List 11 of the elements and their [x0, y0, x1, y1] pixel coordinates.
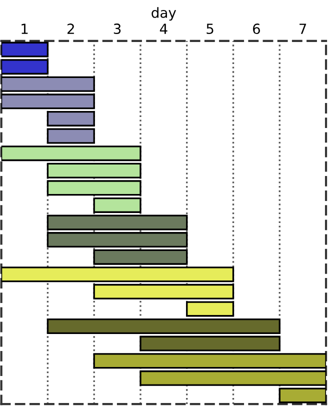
x-tick-label: 2: [68, 24, 74, 34]
bar: [46, 232, 188, 248]
x-tick-label: 6: [253, 24, 260, 34]
bar: [46, 318, 280, 334]
x-tick-label: 1: [22, 24, 28, 34]
x-axis-title: day: [152, 7, 176, 21]
x-tick-label: 7: [300, 24, 306, 34]
x-tick-label: 5: [206, 24, 214, 34]
x-tick-label: 4: [160, 24, 168, 34]
bar: [46, 110, 95, 126]
x-tick-label: 3: [114, 24, 121, 34]
